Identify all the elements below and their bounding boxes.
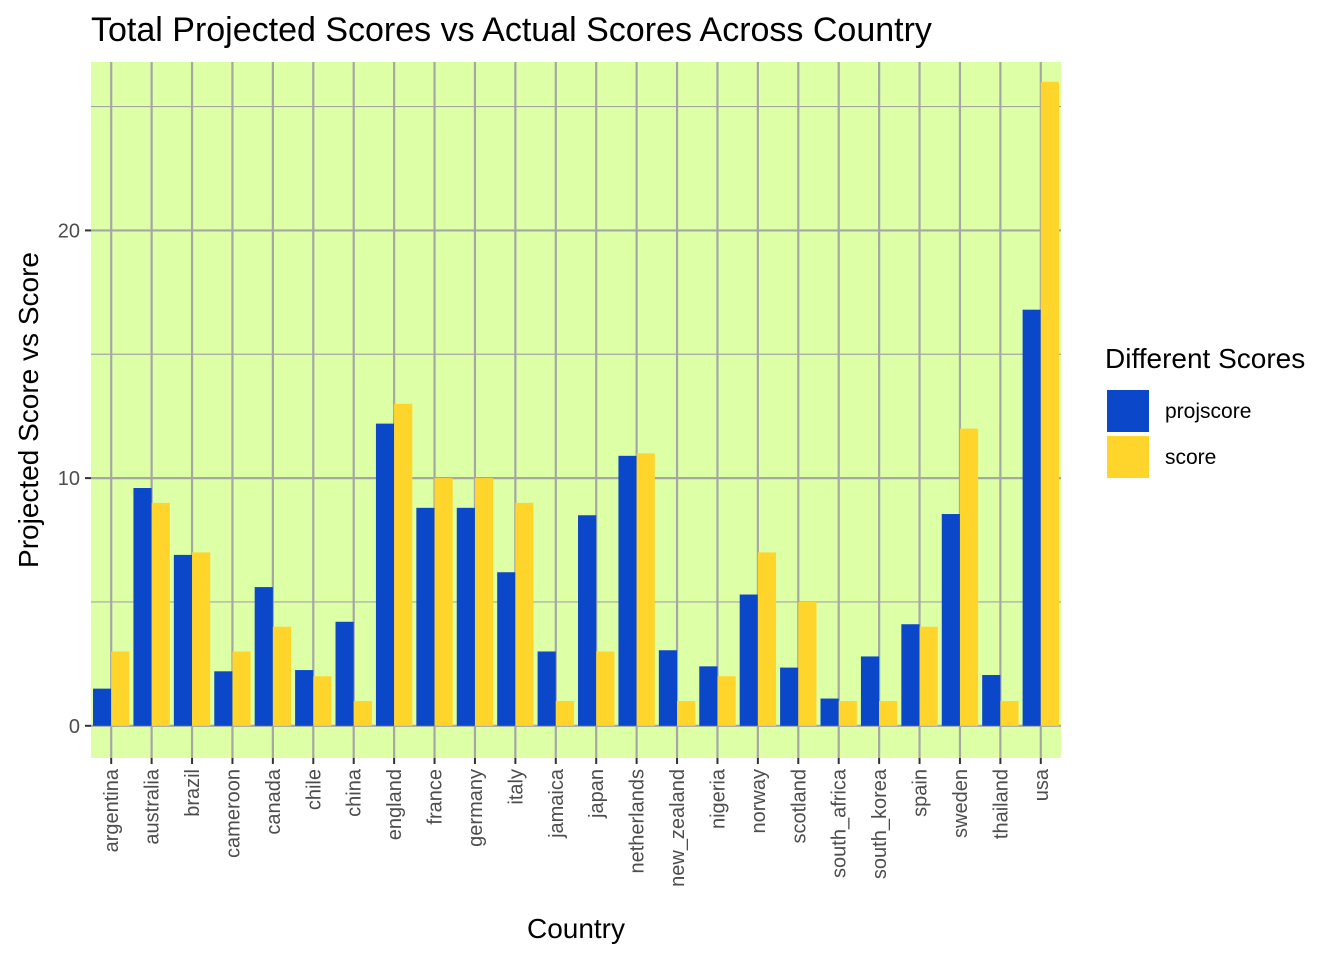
bar-projscore-south_africa — [820, 698, 839, 726]
bar-projscore-scotland — [780, 667, 799, 726]
legend-key-score — [1107, 436, 1149, 478]
bar-score-jamaica — [555, 701, 574, 726]
plot-panel — [91, 62, 1061, 758]
x-tick-label: spain — [910, 769, 932, 817]
legend-label-score: score — [1165, 446, 1216, 469]
bar-projscore-china — [335, 621, 354, 726]
y-tick-label: 0 — [69, 716, 80, 738]
x-tick-label: brazil — [182, 769, 204, 817]
bar-projscore-cameroon — [214, 671, 233, 726]
x-tick-label: cameroon — [222, 769, 244, 858]
y-tick-label: 20 — [58, 220, 80, 242]
legend-title: Different Scores — [1105, 343, 1305, 374]
x-tick-label: jamaica — [546, 768, 568, 839]
bar-projscore-canada — [254, 587, 273, 726]
bar-projscore-france — [416, 507, 435, 726]
bar-score-south_africa — [838, 701, 857, 726]
bars — [93, 81, 1059, 726]
bar-projscore-brazil — [173, 554, 193, 726]
bar-projscore-argentina — [93, 688, 112, 726]
bar-score-germany — [474, 478, 494, 726]
x-tick-label: italy — [505, 769, 527, 805]
bar-score-chile — [313, 676, 332, 726]
x-tick-label: south_korea — [869, 768, 891, 879]
bar-projscore-new_zealand — [658, 650, 678, 726]
bar-projscore-chile — [295, 670, 314, 726]
bar-projscore-netherlands — [618, 455, 637, 726]
bar-projscore-thailand — [982, 675, 1001, 726]
x-tick-label: new_zealand — [667, 769, 689, 887]
bar-projscore-south_korea — [860, 656, 880, 726]
bar-projscore-italy — [497, 572, 516, 726]
x-tick-label: china — [344, 768, 366, 817]
x-tick-label: germany — [465, 769, 487, 847]
x-tick-label: nigeria — [707, 768, 729, 829]
bar-projscore-norway — [739, 594, 758, 726]
bar-projscore-spain — [901, 624, 920, 726]
legend-label-projscore: projscore — [1165, 400, 1251, 423]
bar-score-netherlands — [636, 453, 655, 726]
bar-score-thailand — [1000, 701, 1019, 726]
x-tick-label: canada — [263, 768, 285, 834]
y-axis: 0 10 20 — [58, 220, 91, 738]
bar-score-nigeria — [717, 676, 736, 726]
bar-score-scotland — [798, 601, 817, 726]
bar-score-england — [394, 403, 413, 726]
bar-score-france — [434, 478, 453, 726]
bar-score-south_korea — [879, 701, 898, 726]
bar-projscore-japan — [578, 515, 597, 726]
x-tick-label: south_africa — [829, 768, 851, 878]
bar-score-spain — [919, 626, 938, 726]
bar-projscore-usa — [1022, 309, 1041, 726]
legend-key-projscore — [1107, 390, 1149, 432]
x-tick-label: sweden — [950, 769, 972, 838]
bar-projscore-jamaica — [537, 651, 556, 726]
bar-score-usa — [1040, 81, 1059, 726]
bar-score-china — [353, 701, 372, 726]
x-tick-label: scotland — [788, 769, 810, 844]
bar-projscore-england — [375, 423, 395, 726]
y-tick-label: 10 — [58, 468, 80, 490]
x-tick-label: argentina — [101, 768, 123, 852]
bar-score-cameroon — [232, 651, 251, 726]
x-axis-title: Country — [527, 913, 625, 944]
x-tick-label: norway — [748, 769, 770, 833]
bar-projscore-sweden — [941, 514, 960, 726]
legend: Different Scores projscore score — [1105, 343, 1305, 480]
bar-score-norway — [757, 552, 777, 726]
bar-score-canada — [272, 626, 292, 726]
x-axis: argentina australia brazil cameroon canada ch… — [101, 758, 1053, 887]
bar-score-sweden — [959, 428, 979, 726]
bar-score-brazil — [192, 552, 211, 726]
chart-title: Total Projected Scores vs Actual Scores … — [91, 11, 932, 49]
x-tick-label: france — [425, 769, 447, 825]
bar-score-japan — [596, 651, 615, 726]
bar-score-argentina — [111, 651, 130, 726]
bar-score-italy — [515, 502, 534, 726]
y-axis-title: Projected Score vs Score — [13, 252, 44, 568]
bar-score-new_zealand — [677, 701, 696, 726]
bar-projscore-australia — [133, 488, 152, 726]
x-tick-label: japan — [586, 769, 608, 819]
bar-projscore-nigeria — [699, 666, 718, 726]
x-tick-label: england — [384, 769, 406, 840]
bar-projscore-germany — [456, 507, 475, 726]
x-tick-label: australia — [142, 768, 164, 844]
x-tick-label: usa — [1031, 768, 1053, 801]
x-tick-label: netherlands — [627, 769, 649, 874]
x-tick-label: chile — [303, 769, 325, 810]
bar-score-australia — [151, 502, 170, 726]
x-tick-label: thailand — [990, 769, 1012, 839]
